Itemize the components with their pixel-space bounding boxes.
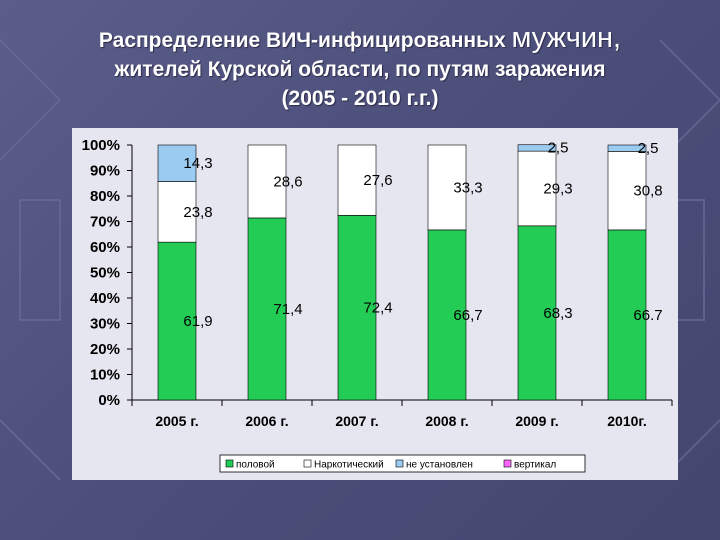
legend-swatch xyxy=(504,460,511,467)
y-tick-label: 50% xyxy=(90,265,120,282)
data-label: 2,5 xyxy=(548,140,569,157)
y-tick-label: 40% xyxy=(90,290,120,307)
y-tick-label: 100% xyxy=(82,137,120,154)
legend-label: Наркотический xyxy=(314,460,384,471)
y-tick-label: 80% xyxy=(90,188,120,205)
legend-label: половой xyxy=(236,460,275,471)
y-tick-label: 30% xyxy=(90,316,120,333)
data-label: 27,6 xyxy=(363,172,392,189)
data-label: 28,6 xyxy=(273,173,302,190)
data-label: 66.7 xyxy=(633,307,662,324)
data-label: 72,4 xyxy=(363,300,392,317)
legend-swatch xyxy=(396,460,403,467)
x-category-label: 2009 г. xyxy=(515,413,558,429)
y-tick-label: 20% xyxy=(90,341,120,358)
y-tick-label: 10% xyxy=(90,367,120,384)
data-label: 71,4 xyxy=(273,301,302,318)
legend-label: вертикал xyxy=(514,460,556,471)
x-category-label: 2006 г. xyxy=(245,413,288,429)
y-tick-label: 90% xyxy=(90,163,120,180)
x-category-label: 2007 г. xyxy=(335,413,378,429)
legend-swatch xyxy=(304,460,311,467)
data-label: 2,5 xyxy=(638,140,659,157)
data-label: 14,3 xyxy=(183,155,212,172)
data-label: 68,3 xyxy=(543,305,572,322)
data-label: 23,8 xyxy=(183,204,212,221)
legend-swatch xyxy=(226,460,233,467)
data-label: 61,9 xyxy=(183,313,212,330)
data-label: 29,3 xyxy=(543,180,572,197)
y-tick-label: 70% xyxy=(90,214,120,231)
y-tick-label: 60% xyxy=(90,239,120,256)
legend-label: не установлен xyxy=(406,460,473,471)
y-tick-label: 0% xyxy=(98,392,120,409)
x-category-label: 2005 г. xyxy=(155,413,198,429)
data-label: 30,8 xyxy=(633,183,662,200)
x-category-label: 2010г. xyxy=(607,413,646,429)
x-category-label: 2008 г. xyxy=(425,413,468,429)
data-label: 33,3 xyxy=(453,179,482,196)
data-label: 66,7 xyxy=(453,307,482,324)
